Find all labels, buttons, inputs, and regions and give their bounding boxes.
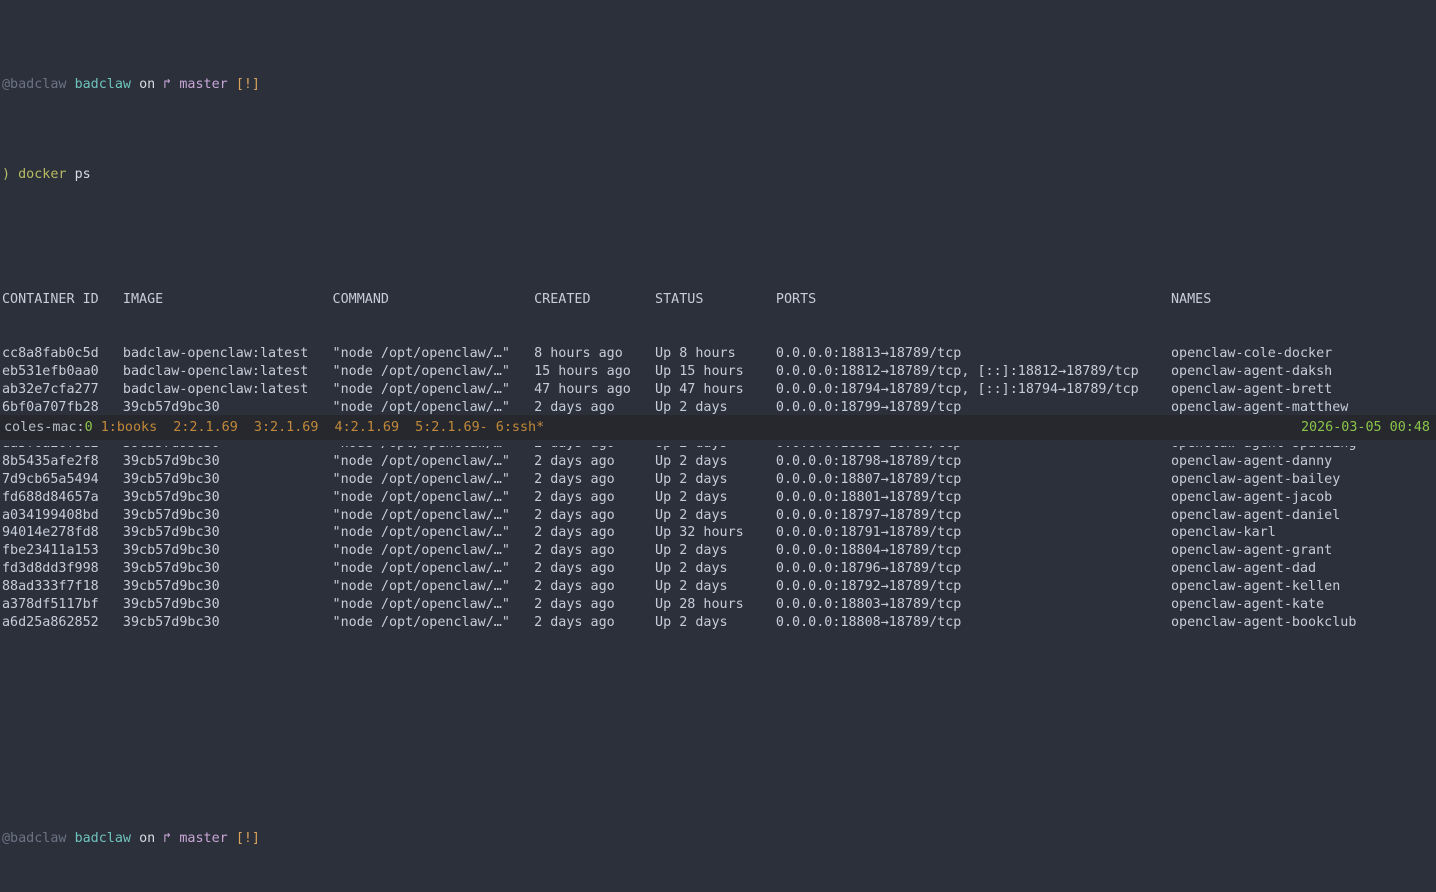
table-row: 7d9cb65a5494 39cb57d9bc30 "node /opt/ope…: [2, 471, 1341, 487]
prompt-symbol: ): [2, 166, 11, 182]
terminal-window[interactable]: @badclaw badclaw on ↱ master [!] ) docke…: [0, 0, 1436, 846]
table-row: 88ad333f7f18 39cb57d9bc30 "node /opt/ope…: [2, 579, 1341, 595]
prompt-branch: master: [179, 76, 228, 92]
docker-ps-output: CONTAINER ID IMAGE COMMAND CREATED STATU…: [2, 255, 1436, 668]
table-row: 94014e278fd8 39cb57d9bc30 "node /opt/ope…: [2, 525, 1276, 541]
tmux-status-right: 2026-03-05 00:48: [1301, 415, 1436, 440]
table-header-text: CONTAINER ID IMAGE COMMAND CREATED STATU…: [2, 292, 1212, 308]
table-header-row: CONTAINER ID IMAGE COMMAND CREATED STATU…: [2, 291, 1436, 309]
branch-icon-2: ↱: [163, 830, 172, 846]
bottom-strip: [0, 440, 1436, 446]
command-program: docker: [18, 166, 67, 182]
blank-line: [2, 740, 1436, 758]
table-row: 8b5435afe2f8 39cb57d9bc30 "node /opt/ope…: [2, 453, 1333, 469]
prompt-dirty-flag: [!]: [235, 76, 260, 92]
terminal-screen[interactable]: @badclaw badclaw on ↱ master [!] ) docke…: [0, 0, 1436, 846]
branch-icon: ↱: [163, 76, 172, 92]
table-row: a378df5117bf 39cb57d9bc30 "node /opt/ope…: [2, 597, 1325, 613]
prompt-line-top: @badclaw badclaw on ↱ master [!]: [2, 76, 1436, 94]
table-row: a034199408bd 39cb57d9bc30 "node /opt/ope…: [2, 507, 1341, 523]
prompt-directory-2: badclaw: [74, 830, 131, 846]
prompt-user-host-2: @badclaw: [2, 830, 67, 846]
table-row: fd3d8dd3f998 39cb57d9bc30 "node /opt/ope…: [2, 561, 1317, 577]
prompt-line-bottom: @badclaw badclaw on ↱ master [!]: [2, 830, 1436, 848]
table-row: a6d25a862852 39cb57d9bc30 "node /opt/ope…: [2, 615, 1357, 631]
prompt-branch-2: master: [179, 830, 228, 846]
prompt-on-word-2: on: [139, 830, 156, 846]
table-row: cc8a8fab0c5d badclaw-openclaw:latest "no…: [2, 346, 1333, 362]
prompt-dirty-flag-2: [!]: [235, 830, 260, 846]
prompt-user-host: @badclaw: [2, 76, 67, 92]
prompt-directory: badclaw: [74, 76, 131, 92]
tmux-window-list[interactable]: 1:books 2:2.1.69 3:2.1.69 4:2.1.69 5:2.1…: [92, 420, 545, 435]
table-row: ab32e7cfa277 badclaw-openclaw:latest "no…: [2, 381, 1333, 397]
command-line: ) docker ps: [2, 166, 1436, 184]
tmux-status-bar[interactable]: coles-mac:0 1:books 2:2.1.69 3:2.1.69 4:…: [0, 415, 1436, 440]
prompt-on-word: on: [139, 76, 156, 92]
table-body: cc8a8fab0c5d badclaw-openclaw:latest "no…: [2, 345, 1436, 632]
table-row: eb531efb0aa0 badclaw-openclaw:latest "no…: [2, 364, 1333, 379]
tmux-status-left: coles-mac:0 1:books 2:2.1.69 3:2.1.69 4:…: [0, 415, 544, 440]
table-row: 6bf0a707fb28 39cb57d9bc30 "node /opt/ope…: [2, 399, 1349, 415]
table-row: fd688d84657a 39cb57d9bc30 "node /opt/ope…: [2, 489, 1333, 505]
tmux-hostname: coles-mac:: [4, 420, 85, 435]
tmux-clock: 2026-03-05 00:48: [1301, 420, 1430, 435]
table-row: fbe23411a153 39cb57d9bc30 "node /opt/ope…: [2, 543, 1333, 559]
command-args: ps: [74, 166, 91, 182]
tmux-session-number: 0: [84, 420, 93, 435]
